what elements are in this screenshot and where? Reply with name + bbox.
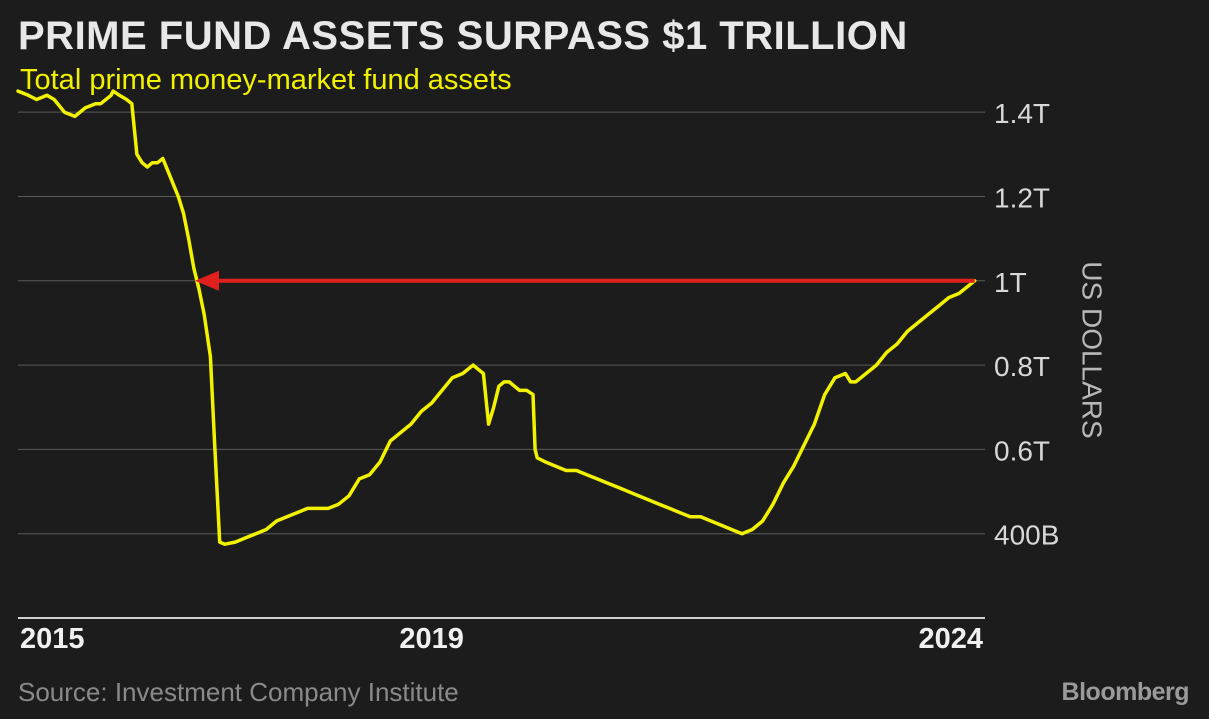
brand-logo: Bloomberg <box>1061 678 1190 706</box>
series-line-0 <box>16 89 977 546</box>
y-tick-label: 0.8T <box>994 351 1050 382</box>
red-arrow-head <box>194 270 219 291</box>
gridlines <box>18 111 985 535</box>
y-tick-label: 400B <box>994 520 1059 551</box>
y-tick-label: 1T <box>994 267 1027 298</box>
y-tick-labels: 400B 0.6T 0.8T 1T 1.2T 1.4T <box>994 98 1059 551</box>
y-tick-label: 1.2T <box>994 182 1050 213</box>
x-tick-label: 2024 <box>918 623 983 655</box>
x-tick-label: 2019 <box>399 623 464 655</box>
x-tick-labels: 2015 2019 2024 <box>20 623 983 655</box>
annotation-layer <box>194 270 975 291</box>
y-tick-label: 0.6T <box>994 435 1050 466</box>
y-axis-label: US DOLLARS <box>1077 261 1108 438</box>
chart-subtitle: Total prime money-market fund assets <box>20 64 512 96</box>
y-tick-label: 1.4T <box>994 98 1050 129</box>
series-layer <box>16 89 977 546</box>
source-note: Source: Investment Company Institute <box>18 677 459 707</box>
x-tick-label: 2015 <box>20 623 85 655</box>
chart-title: PRIME FUND ASSETS SURPASS $1 TRILLION <box>18 14 908 58</box>
